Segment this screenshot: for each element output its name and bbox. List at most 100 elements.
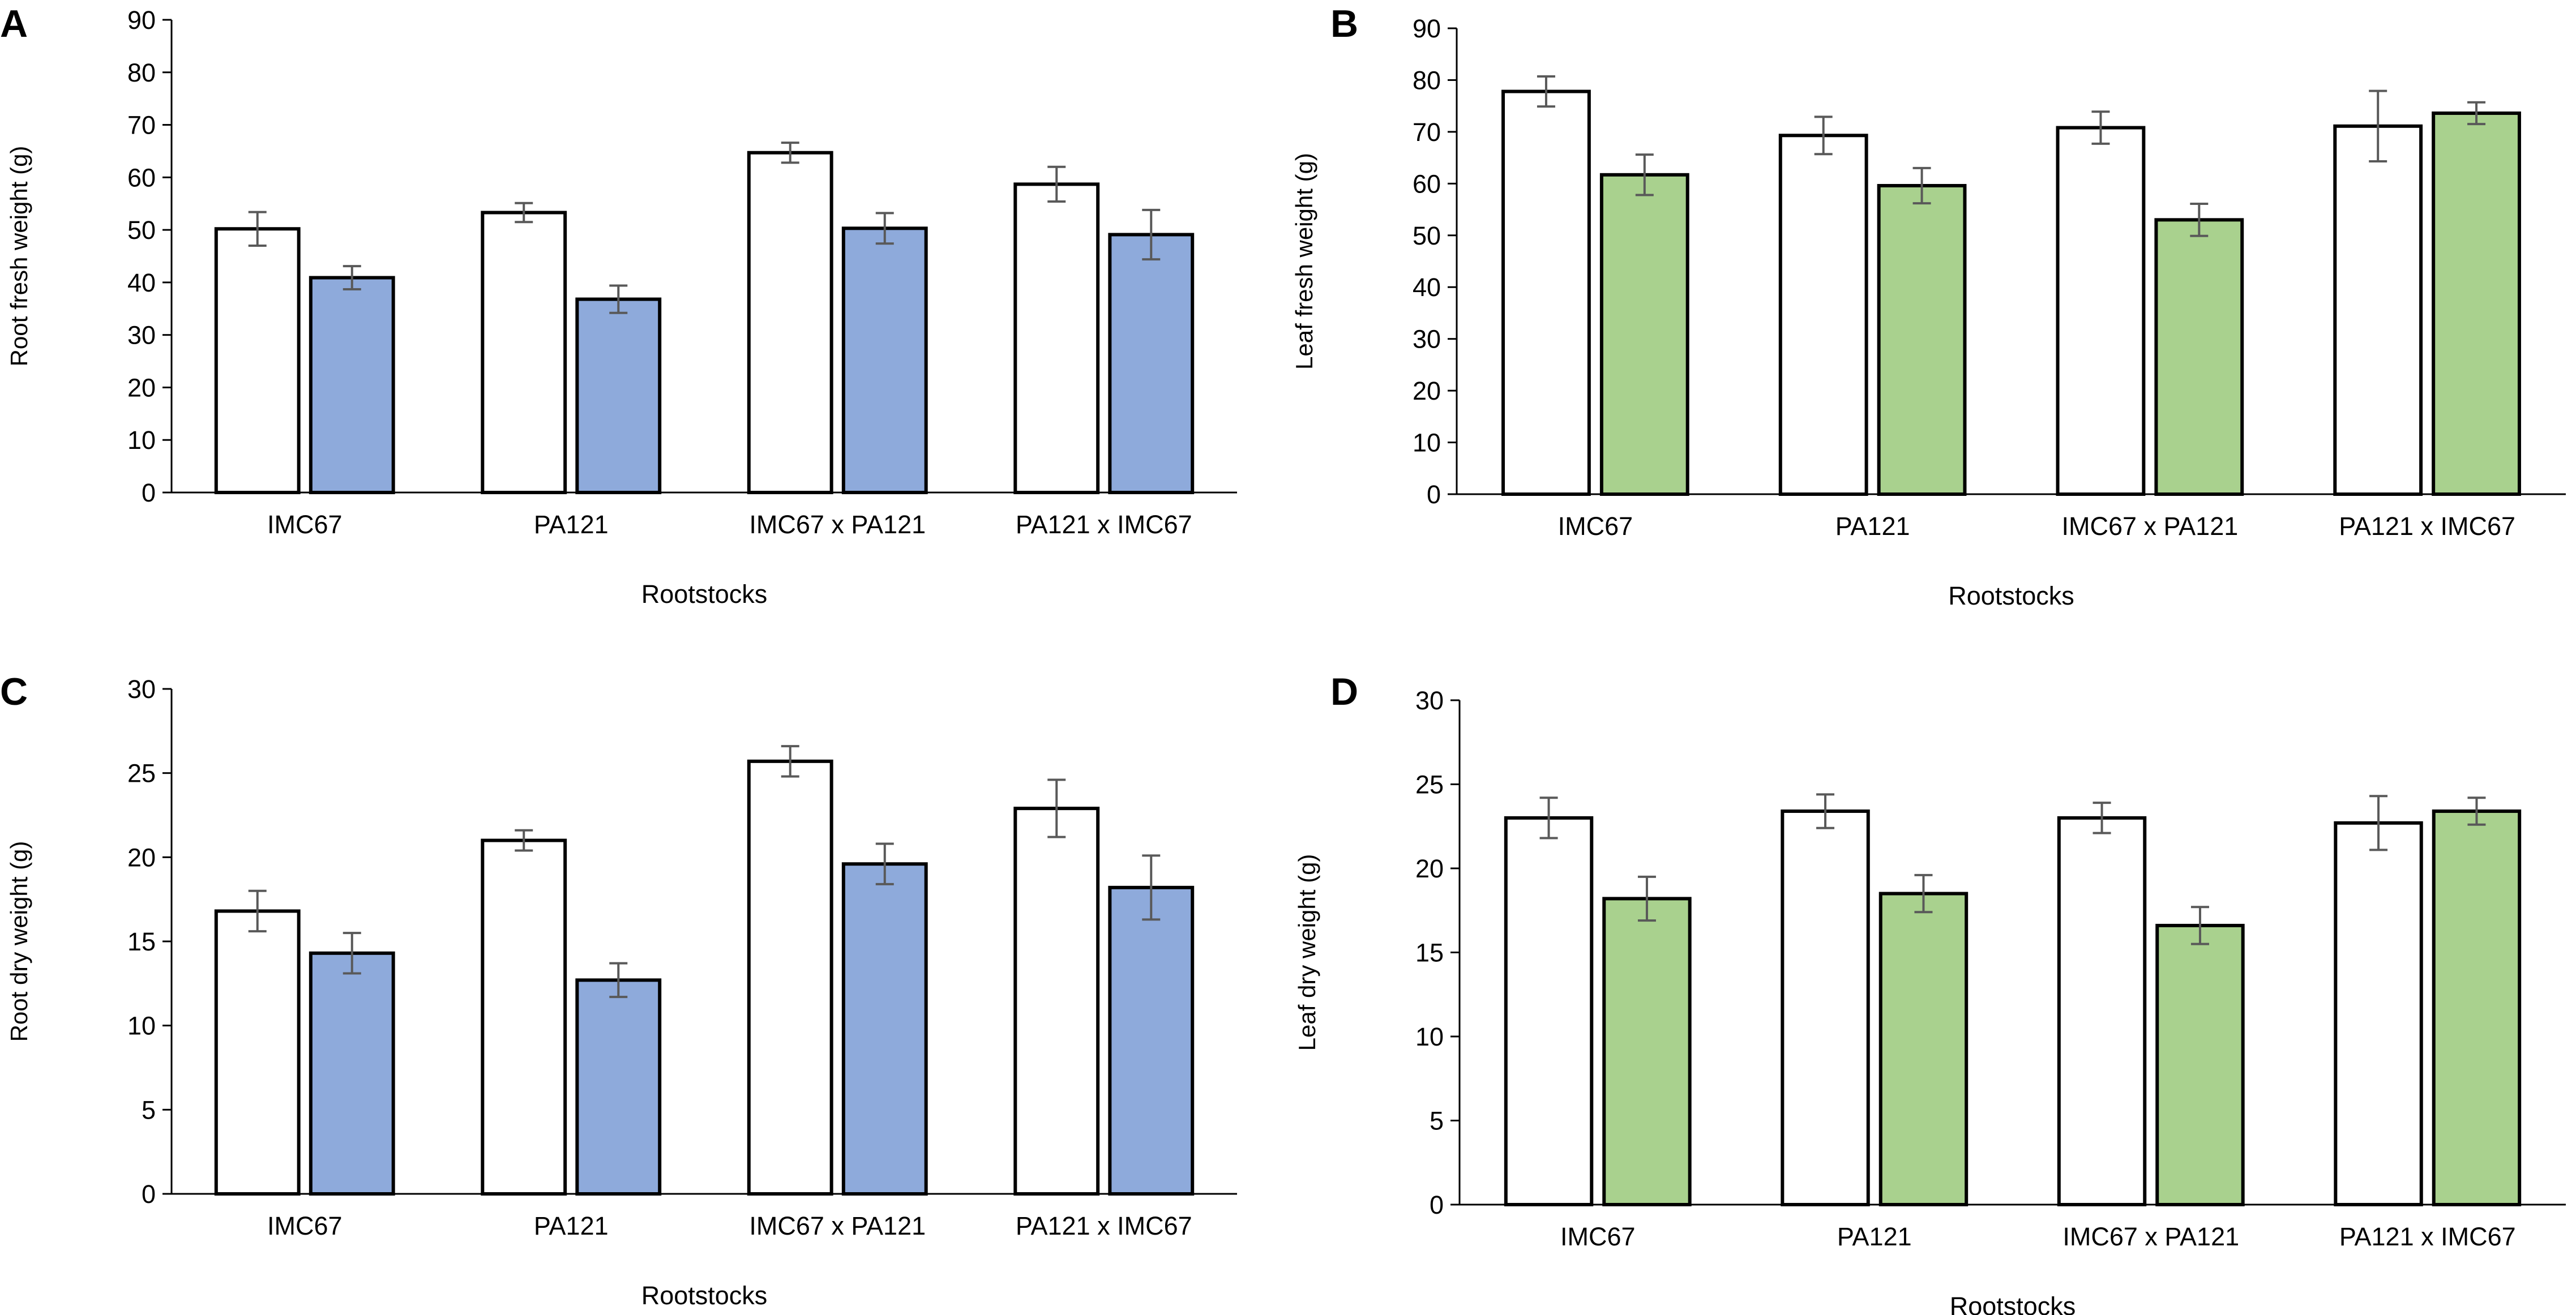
error-bar [1637,875,1656,922]
y-axis-title: Leaf dry weight (g) [1294,854,1320,1051]
bar-white [214,227,301,494]
error-bar [515,202,533,224]
x-tick-label: PA121 x IMC67 [1016,1211,1192,1240]
error-bar [2467,101,2486,126]
panel-c: C 0 5 10 15 20 25 30 Root dry weight (g) Rootstoc… [0,670,1237,1310]
y-tick-label: 10 [127,1012,156,1040]
error-bar [343,265,361,290]
error-bar [2369,795,2388,851]
y-tick-label: 0 [142,1180,156,1209]
error-bar [1635,153,1654,196]
bar-colored [2155,923,2245,1206]
y-tick-label: 90 [127,6,156,35]
y-tick-label: 15 [1415,939,1444,967]
y-tick-label: 50 [1413,221,1441,250]
bar-colored [309,951,395,1196]
x-axis-title: Rootstocks [641,580,768,609]
x-tick-label: IMC67 [267,510,343,539]
error-bar [2369,89,2387,163]
error-bar [1914,873,1933,914]
error-bar [248,211,267,247]
error-bar [343,932,361,975]
panel-letter: B [1330,2,1358,45]
error-bar [1142,208,1161,261]
bar-colored [575,978,662,1196]
y-tick-label: 50 [127,216,156,245]
bar-white [2334,821,2423,1207]
bar-white [481,211,567,494]
bar-colored [1108,233,1195,494]
y-tick-label: 80 [127,58,156,87]
x-tick-label: IMC67 x PA121 [2062,1222,2239,1251]
panel-letter: D [1330,670,1358,713]
y-tick-label: 0 [142,478,156,507]
y-tick-label: 90 [1413,14,1441,43]
y-tick-label: 30 [1415,686,1444,715]
x-tick-label: IMC67 x PA121 [2061,512,2238,541]
y-tick-label: 25 [127,759,156,788]
error-bar [609,962,628,999]
bar-white [1778,134,1868,496]
x-tick-label: PA121 [534,510,609,539]
bar-colored [2432,809,2522,1206]
bar-colored [1108,885,1195,1196]
y-axis-title: Root fresh weight (g) [6,146,32,367]
bar-colored [2432,111,2521,496]
y-tick-label: 80 [1413,66,1441,95]
bar-white [214,909,301,1196]
bar-colored [1602,897,1692,1206]
bar-white [481,838,567,1196]
error-bar [609,284,628,314]
y-tick-label: 30 [127,321,156,350]
y-tick-label: 70 [1413,118,1441,147]
error-bar [1816,793,1835,829]
y-tick-label: 30 [127,675,156,704]
x-axis-title: Rootstocks [641,1281,768,1310]
bar-colored [1878,892,1969,1207]
error-bar [248,889,267,933]
error-bar [1047,165,1066,203]
y-tick-label: 5 [1430,1107,1444,1136]
y-tick-label: 20 [1415,854,1444,883]
y-tick-label: 40 [1413,273,1441,302]
y-tick-label: 0 [1427,480,1441,509]
x-tick-label: IMC67 [267,1211,343,1240]
error-bar [1537,75,1555,108]
x-tick-label: IMC67 [1560,1222,1636,1251]
bar-white [747,759,833,1196]
panel-letter: C [0,670,28,713]
y-tick-label: 25 [1415,770,1444,799]
y-tick-label: 10 [127,426,156,455]
x-axis-title: Rootstocks [1948,581,2074,610]
y-tick-label: 5 [142,1095,156,1124]
y-tick-label: 30 [1413,325,1441,354]
error-bar [781,745,799,778]
x-tick-label: PA121 x IMC67 [2339,512,2515,541]
panel-a: A 0 10 20 30 40 50 60 70 80 90 Root fresh weight (g… [0,2,1237,609]
error-bar [875,212,894,245]
error-bar [1142,854,1161,921]
bar-white [2333,124,2423,496]
bar-white [1504,816,1594,1206]
y-tick-label: 20 [1413,376,1441,405]
error-bar [1047,778,1066,838]
bar-colored [841,226,928,494]
bar-white [2056,126,2146,496]
x-axis-title: Rootstocks [1950,1292,2076,1315]
x-tick-label: IMC67 x PA121 [749,510,926,539]
panel-letter: A [0,2,28,45]
panel-b: B 0 10 20 30 40 50 60 70 80 90 Leaf fresh weight (g… [1291,2,2566,610]
bar-colored [841,862,928,1196]
error-bar [515,829,533,852]
bar-white [1501,89,1591,496]
bar-white [1781,809,1870,1206]
bar-white [747,151,833,494]
y-tick-label: 40 [127,268,156,297]
bar-white [2057,816,2147,1206]
y-tick-label: 20 [127,843,156,872]
bar-white [1013,182,1100,494]
y-tick-label: 10 [1415,1022,1444,1051]
error-bar [781,142,799,164]
bar-white [1013,807,1100,1196]
